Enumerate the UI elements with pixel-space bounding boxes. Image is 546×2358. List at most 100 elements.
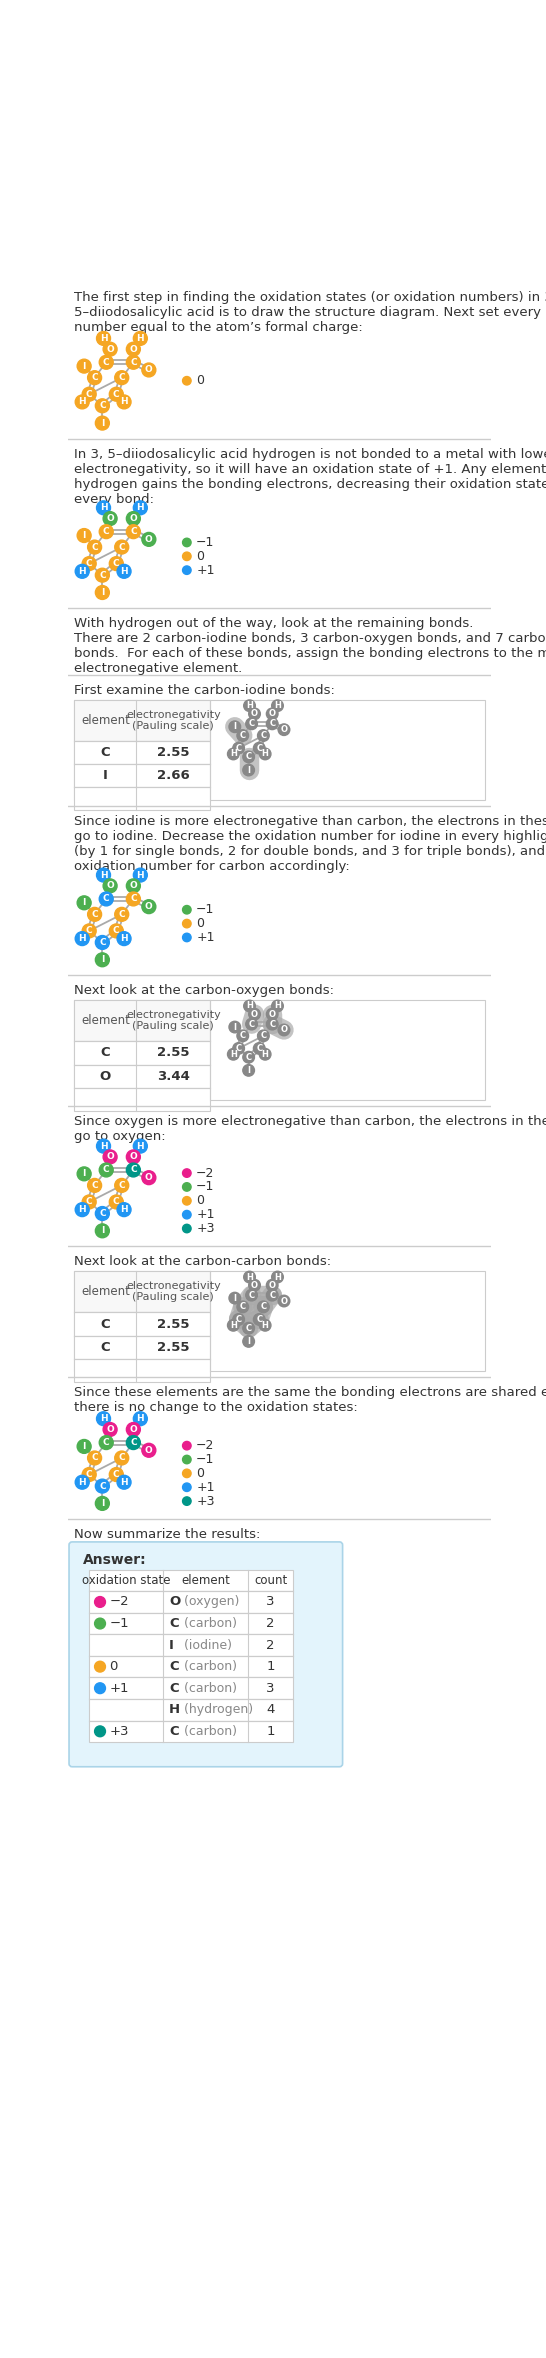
Text: I: I bbox=[82, 531, 86, 540]
Text: 2.55: 2.55 bbox=[157, 1342, 189, 1353]
Circle shape bbox=[233, 1313, 245, 1325]
FancyBboxPatch shape bbox=[74, 1335, 210, 1358]
FancyBboxPatch shape bbox=[74, 1271, 485, 1370]
Circle shape bbox=[237, 1030, 248, 1042]
Circle shape bbox=[133, 1139, 147, 1153]
Text: H: H bbox=[230, 1320, 237, 1330]
Text: H: H bbox=[100, 1141, 108, 1151]
Circle shape bbox=[182, 1483, 191, 1493]
Circle shape bbox=[266, 1019, 278, 1030]
Circle shape bbox=[259, 1049, 271, 1061]
Circle shape bbox=[97, 868, 110, 882]
Text: C: C bbox=[118, 542, 125, 552]
Text: C: C bbox=[235, 1045, 242, 1054]
Text: The first step in finding the oxidation states (or oxidation numbers) in 3,
5–di: The first step in finding the oxidation … bbox=[74, 290, 546, 335]
Text: +1: +1 bbox=[196, 1481, 215, 1493]
Text: O: O bbox=[145, 365, 153, 375]
Text: (carbon): (carbon) bbox=[180, 1618, 237, 1629]
Text: element: element bbox=[81, 714, 130, 726]
Text: 3.44: 3.44 bbox=[157, 1071, 189, 1082]
Text: H: H bbox=[100, 870, 108, 880]
Text: O: O bbox=[106, 1424, 114, 1434]
Circle shape bbox=[253, 1042, 265, 1054]
Circle shape bbox=[243, 1335, 254, 1346]
Text: C: C bbox=[91, 910, 98, 920]
Text: +1: +1 bbox=[196, 564, 215, 578]
Circle shape bbox=[272, 1000, 283, 1012]
Text: H: H bbox=[79, 1478, 86, 1488]
Text: count: count bbox=[254, 1573, 287, 1587]
Circle shape bbox=[94, 1596, 105, 1608]
Text: element: element bbox=[81, 1014, 130, 1028]
Text: C: C bbox=[260, 731, 266, 740]
Circle shape bbox=[96, 399, 109, 413]
Text: element: element bbox=[81, 1285, 130, 1299]
Text: I: I bbox=[82, 1443, 86, 1450]
Circle shape bbox=[126, 891, 140, 905]
FancyBboxPatch shape bbox=[74, 1000, 485, 1099]
Circle shape bbox=[243, 1323, 254, 1335]
Circle shape bbox=[75, 564, 89, 578]
Text: (oxygen): (oxygen) bbox=[180, 1596, 239, 1608]
Circle shape bbox=[142, 533, 156, 547]
Circle shape bbox=[182, 538, 191, 547]
Text: 0: 0 bbox=[196, 1193, 204, 1207]
Circle shape bbox=[96, 1224, 109, 1238]
Circle shape bbox=[103, 342, 117, 356]
Circle shape bbox=[97, 332, 110, 344]
Text: Since iodine is more electronegative than carbon, the electrons in these bonds w: Since iodine is more electronegative tha… bbox=[74, 816, 546, 872]
Circle shape bbox=[77, 358, 91, 373]
Circle shape bbox=[97, 1412, 110, 1427]
Text: Now summarize the results:: Now summarize the results: bbox=[74, 1528, 261, 1542]
FancyBboxPatch shape bbox=[74, 1313, 210, 1335]
Text: +3: +3 bbox=[109, 1724, 129, 1738]
Circle shape bbox=[243, 1063, 254, 1075]
Circle shape bbox=[96, 953, 109, 967]
Circle shape bbox=[126, 342, 140, 356]
Circle shape bbox=[126, 1436, 140, 1450]
Text: C: C bbox=[260, 1302, 266, 1311]
Text: O: O bbox=[145, 535, 153, 545]
Text: I: I bbox=[103, 769, 108, 783]
Text: 4: 4 bbox=[266, 1702, 275, 1717]
Text: +3: +3 bbox=[196, 1221, 215, 1236]
Text: 0: 0 bbox=[196, 375, 204, 387]
Circle shape bbox=[278, 724, 290, 736]
Circle shape bbox=[87, 370, 102, 384]
Text: O: O bbox=[251, 1009, 258, 1019]
Text: C: C bbox=[91, 373, 98, 382]
Text: I: I bbox=[169, 1639, 174, 1651]
Text: H: H bbox=[100, 502, 108, 512]
Circle shape bbox=[126, 1151, 140, 1165]
FancyBboxPatch shape bbox=[89, 1677, 293, 1700]
Text: +1: +1 bbox=[196, 931, 215, 943]
Circle shape bbox=[97, 500, 110, 514]
Circle shape bbox=[266, 1280, 278, 1290]
Circle shape bbox=[75, 1476, 89, 1490]
Circle shape bbox=[87, 1179, 102, 1193]
Text: C: C bbox=[269, 719, 275, 729]
Text: H: H bbox=[100, 335, 108, 342]
FancyBboxPatch shape bbox=[74, 788, 210, 811]
Text: O: O bbox=[106, 882, 114, 891]
Circle shape bbox=[87, 540, 102, 554]
Circle shape bbox=[115, 370, 129, 384]
FancyBboxPatch shape bbox=[74, 1271, 210, 1313]
Text: C: C bbox=[113, 389, 120, 399]
Circle shape bbox=[99, 356, 113, 370]
Circle shape bbox=[237, 729, 248, 740]
Circle shape bbox=[82, 924, 96, 938]
Text: C: C bbox=[86, 389, 92, 399]
Text: H: H bbox=[246, 1273, 253, 1280]
Text: C: C bbox=[113, 927, 120, 936]
Text: O: O bbox=[251, 710, 258, 719]
Text: 1: 1 bbox=[266, 1660, 275, 1674]
Text: H: H bbox=[230, 750, 237, 759]
Text: C: C bbox=[86, 927, 92, 936]
Circle shape bbox=[99, 1436, 113, 1450]
Circle shape bbox=[182, 1497, 191, 1504]
Text: C: C bbox=[113, 559, 120, 568]
Text: −1: −1 bbox=[196, 535, 215, 549]
Text: electronegativity
(Pauling scale): electronegativity (Pauling scale) bbox=[126, 1009, 221, 1030]
Circle shape bbox=[182, 1196, 191, 1205]
